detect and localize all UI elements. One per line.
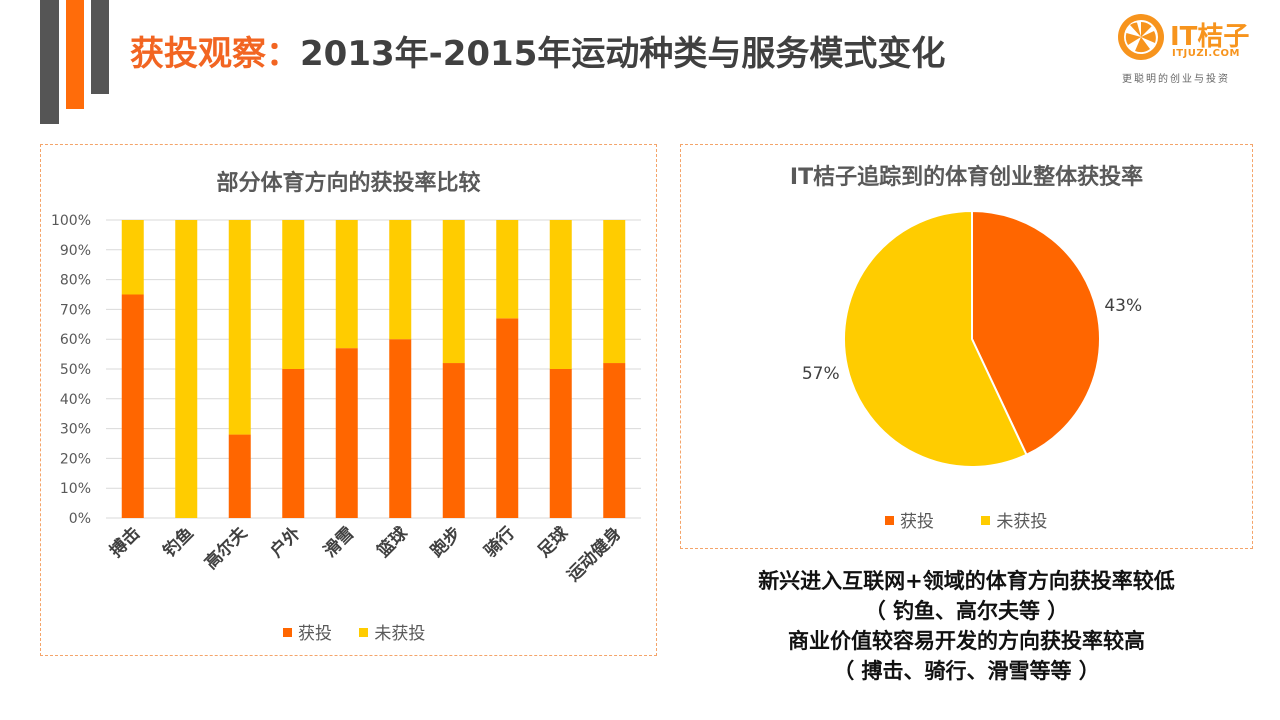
x-tick-label: 篮球 bbox=[372, 522, 412, 562]
bar-unfunded bbox=[549, 220, 572, 369]
decor-bar-3 bbox=[91, 0, 109, 94]
bar-unfunded bbox=[389, 220, 412, 340]
bar-unfunded bbox=[175, 220, 198, 518]
pie-slice-funded bbox=[971, 209, 1101, 457]
legend-label-unfunded: 未获投 bbox=[374, 624, 426, 644]
pie-chart-panel: IT桔子追踪到的体育创业整体获投率 43% 57% 获投 未获投 bbox=[680, 144, 1253, 549]
bar-funded bbox=[335, 348, 358, 518]
note-line-1: 新兴进入互联网+领域的体育方向获投率较低 bbox=[758, 569, 1175, 593]
y-tick-label: 20% bbox=[60, 451, 91, 467]
note-line-3: 商业价值较容易开发的方向获投率较高 bbox=[788, 629, 1145, 653]
logo-slogan: 更聪明的创业与投资 bbox=[1122, 74, 1230, 85]
legend-swatch-funded bbox=[283, 627, 292, 637]
y-tick-label: 30% bbox=[60, 422, 91, 438]
title-rest: 2013年-2015年运动种类与服务模式变化 bbox=[300, 34, 946, 74]
bar-unfunded bbox=[228, 220, 251, 435]
bar-funded bbox=[228, 434, 251, 518]
y-tick-label: 10% bbox=[60, 481, 91, 497]
bar-unfunded bbox=[442, 220, 465, 364]
bar-unfunded bbox=[496, 220, 519, 319]
pie-legend-swatch-funded bbox=[885, 515, 894, 525]
legend-item-funded: 获投 bbox=[283, 619, 332, 644]
bar-chart-title: 部分体育方向的获投率比较 bbox=[216, 171, 481, 196]
y-tick-label: 60% bbox=[60, 332, 91, 348]
x-tick-label: 滑雪 bbox=[320, 523, 358, 561]
logo-url: ITJUZI.COM bbox=[1172, 48, 1240, 59]
logo-name: IT桔子 bbox=[1170, 22, 1250, 52]
pie-slice-unfunded bbox=[843, 209, 1028, 468]
bar-funded bbox=[282, 369, 305, 518]
x-tick-label: 骑行 bbox=[480, 523, 519, 562]
bar-chart: 0% 10% 20% 30% 40% 50% 60% 70% 80% 90% 100% 搏击 钓鱼 高尔夫… bbox=[51, 213, 641, 586]
bar-unfunded bbox=[282, 220, 305, 369]
y-tick-label: 70% bbox=[60, 302, 91, 318]
pie-chart-legend: 获投 未获投 bbox=[885, 507, 1047, 532]
bar-funded bbox=[121, 294, 144, 518]
legend-item-unfunded: 未获投 bbox=[359, 619, 425, 644]
y-tick-label: 40% bbox=[60, 392, 91, 408]
pie-legend-label-funded: 获投 bbox=[900, 512, 934, 532]
bar-funded bbox=[442, 363, 465, 518]
pie-legend-item-funded: 获投 bbox=[885, 507, 934, 532]
page-title: 获投观察：2013年-2015年运动种类与服务模式变化 bbox=[130, 26, 945, 75]
title-highlight: 获投观察： bbox=[130, 34, 300, 74]
bar-unfunded bbox=[335, 220, 358, 349]
pie-chart: 43% 57% bbox=[802, 209, 1142, 468]
legend-swatch-unfunded bbox=[359, 627, 369, 637]
pie-legend-swatch-unfunded bbox=[981, 515, 991, 525]
y-tick-label: 80% bbox=[60, 273, 91, 289]
pie-chart-title: IT桔子追踪到的体育创业整体获投率 bbox=[789, 165, 1144, 190]
pie-legend-item-unfunded: 未获投 bbox=[981, 507, 1047, 532]
x-tick-label: 运动健身 bbox=[563, 523, 626, 586]
bar-chart-panel: 部分体育方向的获投率比较 0% 10% 20% 30% 40% 50% 60% 70% 80% 9… bbox=[40, 144, 657, 656]
decor-bar-1 bbox=[40, 0, 59, 124]
brand-logo: IT桔子 ITJUZI.COM 更聪明的创业与投资 bbox=[1118, 14, 1258, 86]
pie-legend-label-unfunded: 未获投 bbox=[996, 512, 1048, 532]
note-line-4: （ 搏击、骑行、滑雪等等 ） bbox=[833, 659, 1100, 683]
pie-label-unfunded: 57% bbox=[802, 364, 840, 384]
x-tick-label: 搏击 bbox=[105, 523, 144, 562]
y-tick-label: 90% bbox=[60, 243, 91, 259]
bar-funded bbox=[389, 339, 412, 518]
bar-unfunded bbox=[603, 220, 626, 364]
bar-chart-legend: 获投 未获投 bbox=[283, 619, 425, 644]
bar-funded bbox=[496, 318, 519, 518]
orange-slice-icon bbox=[1118, 14, 1164, 60]
y-tick-label: 50% bbox=[60, 362, 91, 378]
x-tick-label: 跑步 bbox=[426, 523, 465, 562]
decor-bar-2 bbox=[66, 0, 84, 109]
note-line-2: （ 钓鱼、高尔夫等 ） bbox=[864, 599, 1069, 623]
bar-funded bbox=[603, 363, 626, 518]
y-tick-label: 0% bbox=[69, 511, 91, 527]
x-tick-label: 钓鱼 bbox=[159, 523, 198, 562]
conclusion-note: 新兴进入互联网+领域的体育方向获投率较低 （ 钓鱼、高尔夫等 ） 商业价值较容易… bbox=[680, 566, 1253, 686]
pie-label-funded: 43% bbox=[1104, 296, 1142, 316]
x-tick-label: 户外 bbox=[266, 523, 305, 562]
x-tick-label: 足球 bbox=[534, 523, 573, 562]
bar-unfunded bbox=[121, 220, 144, 295]
bar-funded bbox=[549, 369, 572, 518]
y-tick-label: 100% bbox=[51, 213, 91, 229]
legend-label-funded: 获投 bbox=[298, 624, 332, 644]
x-tick-label: 高尔夫 bbox=[200, 522, 252, 574]
